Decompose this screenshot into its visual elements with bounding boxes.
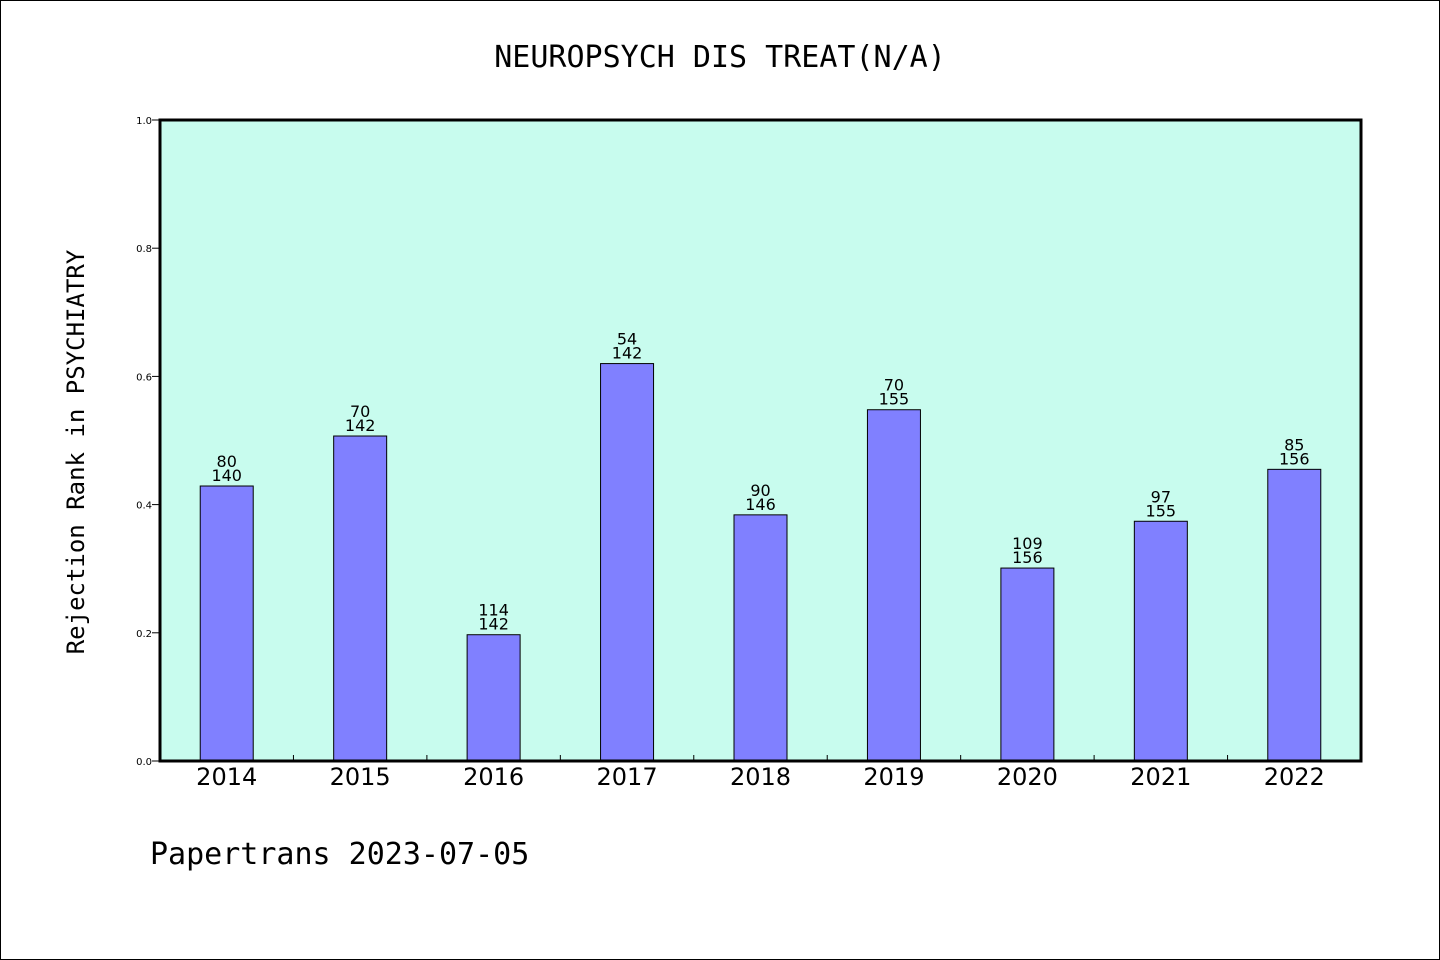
y-tick-label: 1.0	[136, 116, 152, 127]
bar-label-top: 70	[884, 376, 904, 395]
bar-label-top: 97	[1151, 487, 1171, 506]
chart-title: NEUROPSYCH DIS TREAT(N/A)	[494, 40, 946, 75]
bar-label-bottom: 156	[1279, 449, 1310, 468]
bar	[1133, 520, 1188, 762]
bar-label-bottom: 155	[879, 390, 910, 409]
x-tick-label: 2016	[463, 763, 524, 791]
bar-label-top: 109	[1012, 534, 1043, 553]
bars-group: 8014070142114142541429014670155109156971…	[199, 330, 1322, 762]
bar-label-bottom: 156	[1012, 548, 1043, 567]
bar-label-bottom: 140	[211, 466, 242, 485]
bar-label-bottom: 142	[478, 615, 509, 634]
y-axis-label: Rejection Rank in PSYCHIATRY	[62, 249, 90, 654]
bar	[600, 363, 655, 762]
bar-label-top: 80	[217, 452, 237, 471]
y-tick-label: 0.2	[136, 629, 152, 640]
x-tick-label: 2017	[597, 763, 658, 791]
y-tick-label: 0.6	[136, 372, 152, 383]
x-tick-label: 2014	[196, 763, 257, 791]
bar	[1267, 468, 1322, 762]
x-tick-label: 2019	[863, 763, 924, 791]
y-tick-label: 0.4	[136, 501, 152, 512]
x-tick-label: 2022	[1264, 763, 1325, 791]
bar-label-bottom: 146	[745, 495, 776, 514]
bar-label-top: 90	[750, 481, 770, 500]
bar	[1000, 567, 1055, 762]
bar-label-top: 85	[1284, 435, 1304, 454]
plot-border	[158, 118, 1363, 763]
bar	[199, 485, 254, 762]
bar	[866, 409, 921, 762]
footer-credit: Papertrans 2023-07-05	[150, 837, 529, 872]
bar-label-top: 70	[350, 402, 370, 421]
bar-label-top: 114	[478, 601, 509, 620]
bar-label-top: 54	[617, 330, 637, 349]
bar-label-bottom: 142	[612, 344, 643, 363]
y-axis: 0.0 0.2 0.4 0.6 0.8 1.0	[136, 116, 160, 768]
x-axis: 2014 2015 2016 2017 2018 2019 2020 2021 2022	[196, 755, 1325, 791]
x-tick-label: 2018	[730, 763, 791, 791]
bar-label-bottom: 142	[345, 416, 376, 435]
bar	[333, 435, 388, 762]
y-tick-label: 0.8	[136, 244, 152, 255]
x-tick-label: 2020	[997, 763, 1058, 791]
x-tick-label: 2021	[1130, 763, 1191, 791]
bar	[466, 634, 521, 762]
x-tick-label: 2015	[330, 763, 391, 791]
bar	[733, 514, 788, 762]
y-tick-label: 0.0	[136, 757, 152, 768]
bar-label-bottom: 155	[1146, 501, 1177, 520]
